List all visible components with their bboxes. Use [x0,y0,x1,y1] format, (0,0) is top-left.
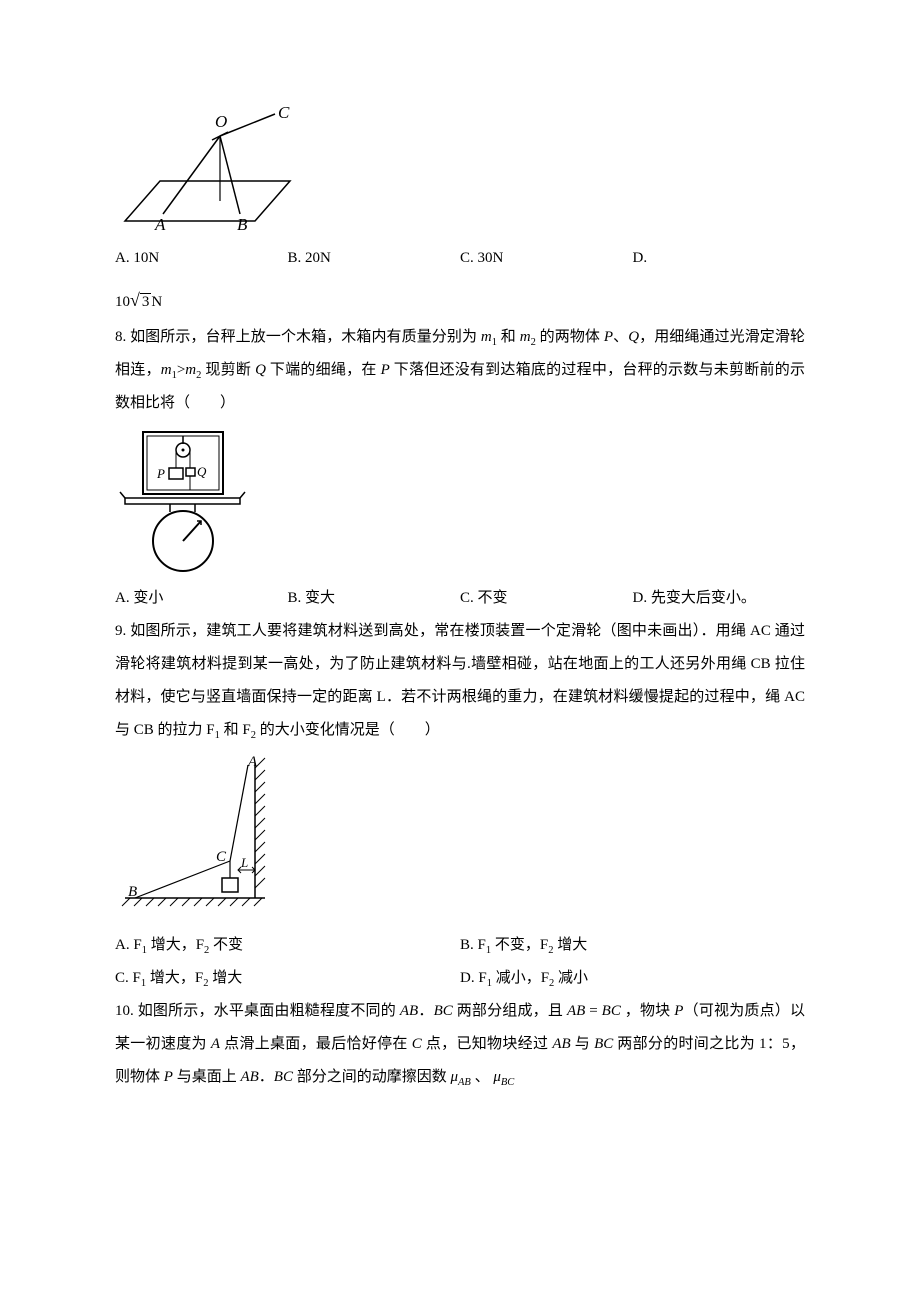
q8-option-d: D. 先变大后变小。 [633,582,806,615]
q7-options: A. 10N B. 20N C. 30N D. [115,242,805,275]
svg-text:P: P [156,466,165,481]
q9-diagram: A B C L [115,753,805,923]
q9-options-row2: C. F1 增大，F2 增大 D. F1 减小，F2 减小 [115,962,805,995]
q8-option-c: C. 不变 [460,582,633,615]
q9-option-b: B. F1 不变，F2 增大 [460,929,805,962]
q9-options-row1: A. F1 增大，F2 不变 B. F1 不变，F2 增大 [115,929,805,962]
q8-option-b: B. 变大 [288,582,461,615]
q9-text: 9. 如图所示，建筑工人要将建筑材料送到高处，常在楼顶装置一个定滑轮（图中未画出… [115,615,805,747]
q7-option-a: A. 10N [115,242,288,275]
q9-option-c: C. F1 增大，F2 增大 [115,962,460,995]
q7-option-d-value: 10√3N [115,281,805,321]
svg-text:A: A [154,215,166,234]
svg-text:L: L [240,855,248,870]
q8-option-a: A. 变小 [115,582,288,615]
svg-text:Q: Q [197,464,207,479]
q9-option-d: D. F1 减小，F2 减小 [460,962,805,995]
q7-option-d: D. [633,242,806,275]
svg-text:O: O [215,112,227,131]
svg-text:B: B [128,884,137,900]
svg-text:C: C [278,106,290,122]
q8-options: A. 变小 B. 变大 C. 不变 D. 先变大后变小。 [115,582,805,615]
svg-text:A: A [247,754,258,770]
q9-option-a: A. F1 增大，F2 不变 [115,929,460,962]
q7-option-b: B. 20N [288,242,461,275]
q7-diagram: O C A B [115,106,805,236]
svg-text:B: B [237,215,248,234]
svg-text:C: C [216,849,227,865]
q8-diagram: P Q [115,426,805,576]
q7-option-c: C. 30N [460,242,633,275]
q8-text: 8. 如图所示，台秤上放一个木箱，木箱内有质量分别为 m1 和 m2 的两物体 … [115,321,805,420]
q10-text: 10. 如图所示，水平桌面由粗糙程度不同的 AB．BC 两部分组成，且 AB =… [115,995,805,1094]
